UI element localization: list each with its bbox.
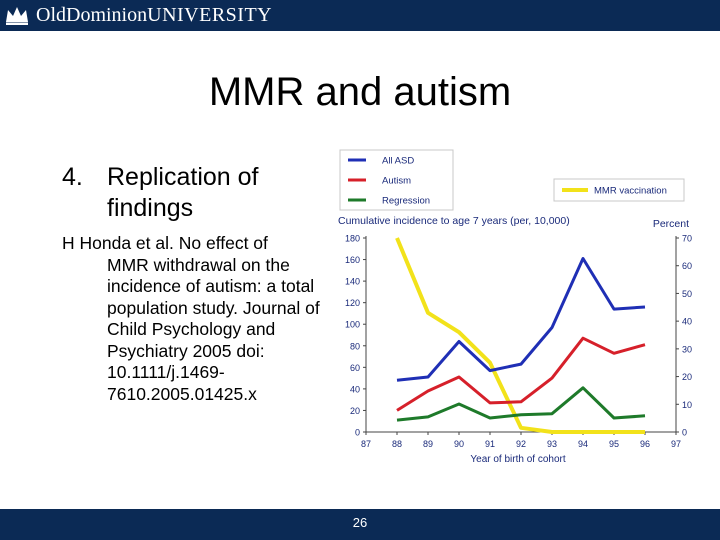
left-tick-label: 140 xyxy=(345,277,360,287)
series-line-mmr-vaccination xyxy=(395,237,645,434)
chart-title: Cumulative incidence to age 7 years (per… xyxy=(338,215,570,227)
left-tick-label: 160 xyxy=(345,255,360,265)
x-tick-label: 90 xyxy=(454,439,464,449)
legend-box xyxy=(553,178,685,202)
right-tick-label: 20 xyxy=(682,372,692,382)
legend-label: All ASD xyxy=(382,156,414,167)
page-number: 26 xyxy=(352,515,368,530)
left-tick-label: 180 xyxy=(345,234,360,244)
citation: H Honda et al. No effect of MMR withdraw… xyxy=(62,233,322,405)
x-tick-label: 95 xyxy=(609,439,619,449)
legend-label: MMR vaccination xyxy=(594,186,667,197)
slide-title: MMR and autism xyxy=(208,70,512,114)
logo-text: OldDominionUNIVERSITY xyxy=(36,3,273,26)
right-tick-label: 30 xyxy=(682,344,692,354)
citation-first-line: H Honda et al. No effect of xyxy=(62,233,268,253)
citation-rest: MMR withdrawal on the incidence of autis… xyxy=(107,254,320,404)
right-axis-label: Percent xyxy=(653,218,689,230)
incidence-chart: Cumulative incidence to age 7 years (per… xyxy=(338,149,692,465)
left-tick-label: 60 xyxy=(350,363,360,373)
series-lines xyxy=(395,237,646,434)
x-tick-label: 97 xyxy=(671,439,681,449)
left-tick-label: 120 xyxy=(345,298,360,308)
x-tick-label: 92 xyxy=(516,439,526,449)
left-tick-label: 100 xyxy=(345,320,360,330)
x-tick-label: 94 xyxy=(578,439,588,449)
left-tick-label: 80 xyxy=(350,341,360,351)
series-line-all-asd xyxy=(396,257,646,382)
x-tick-label: 87 xyxy=(361,439,371,449)
bullet-text: Replication of findings xyxy=(107,163,259,222)
crown-icon xyxy=(6,7,28,25)
right-tick-label: 0 xyxy=(682,428,687,438)
left-tick-label: 0 xyxy=(355,428,360,438)
x-tick-label: 89 xyxy=(423,439,433,449)
university-logo: OldDominionUNIVERSITY xyxy=(4,3,272,27)
legend-vaccination: MMR vaccination xyxy=(553,178,685,202)
legend-label: Regression xyxy=(382,196,430,207)
legend: All ASD Autism Regression xyxy=(339,149,454,211)
series-line-regression xyxy=(396,386,646,422)
right-tick-label: 10 xyxy=(682,400,692,410)
legend-label: Autism xyxy=(382,176,411,187)
footer-bar xyxy=(0,509,720,540)
series-line-autism xyxy=(396,336,646,412)
left-tick-label: 20 xyxy=(350,406,360,416)
x-axis-label: Year of birth of cohort xyxy=(470,454,565,465)
x-tick-label: 96 xyxy=(640,439,650,449)
right-tick-label: 50 xyxy=(682,289,692,299)
right-tick-label: 60 xyxy=(682,261,692,271)
x-tick-label: 91 xyxy=(485,439,495,449)
bullet-number: 4. xyxy=(62,163,83,191)
right-tick-label: 40 xyxy=(682,317,692,327)
left-tick-label: 40 xyxy=(350,384,360,394)
right-tick-label: 70 xyxy=(682,234,692,244)
x-tick-label: 88 xyxy=(392,439,402,449)
header-bar: OldDominionUNIVERSITY xyxy=(0,0,720,31)
x-tick-label: 93 xyxy=(547,439,557,449)
